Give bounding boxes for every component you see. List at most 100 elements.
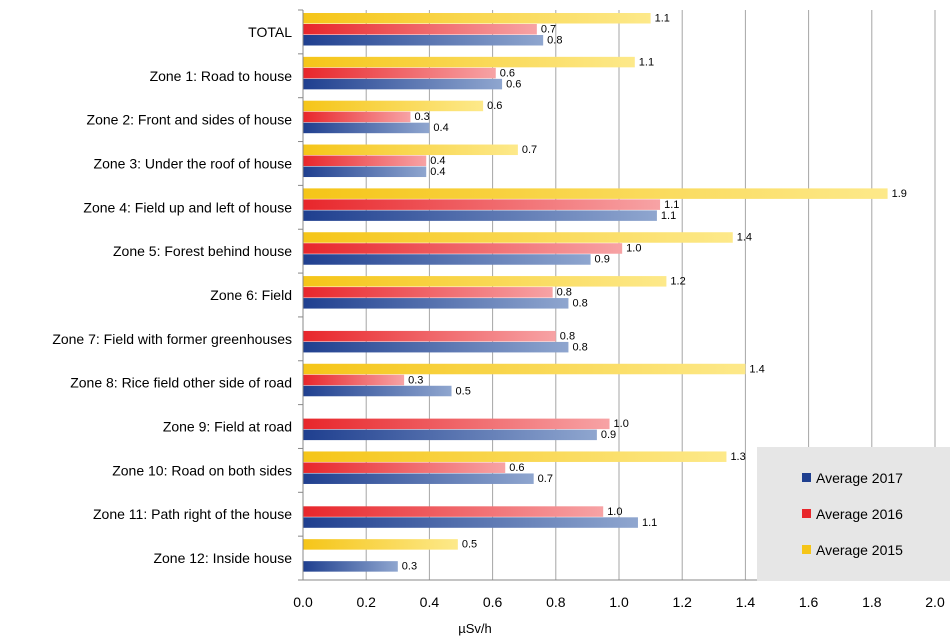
- x-axis-title: µSv/h: [458, 621, 492, 636]
- bar-average-2016-7: [303, 330, 556, 342]
- bar-average-2016-3: [303, 155, 427, 167]
- value-label-average-2017-1: 0.6: [506, 78, 521, 90]
- x-tick-label-0-2: 0.2: [356, 594, 376, 610]
- x-tick-label-2-0: 2.0: [925, 594, 945, 610]
- bar-average-2017-8: [303, 385, 452, 397]
- bar-average-2017-11: [303, 517, 638, 528]
- category-label-2: Zone 2: Front and sides of house: [87, 112, 293, 128]
- category-label-9: Zone 9: Field at road: [163, 419, 292, 435]
- value-label-average-2015-4: 1.9: [892, 188, 907, 200]
- value-label-average-2017-7: 0.8: [572, 341, 587, 353]
- legend-label-average-2015: Average 2015: [816, 542, 903, 558]
- bar-average-2015-6: [303, 276, 667, 287]
- x-tick-label-1-2: 1.2: [672, 594, 692, 610]
- bar-average-2016-6: [303, 287, 553, 298]
- bar-average-2017-3: [303, 166, 427, 178]
- value-label-average-2017-0: 0.8: [547, 35, 562, 47]
- bar-average-2016-5: [303, 243, 623, 254]
- bar-average-2016-1: [303, 67, 496, 79]
- value-label-average-2015-5: 1.4: [737, 232, 752, 244]
- x-tick-label-1-0: 1.0: [609, 594, 629, 610]
- value-label-average-2017-5: 0.9: [595, 254, 610, 266]
- x-tick-label-0-8: 0.8: [546, 594, 566, 610]
- value-label-average-2017-12: 0.3: [402, 561, 417, 573]
- value-label-average-2017-3: 0.4: [430, 166, 445, 178]
- legend-box: [757, 447, 950, 581]
- category-label-11: Zone 11: Path right of the house: [93, 506, 292, 522]
- value-label-average-2017-8: 0.5: [456, 385, 471, 397]
- value-label-average-2015-12: 0.5: [462, 539, 477, 551]
- value-label-average-2016-1: 0.6: [500, 67, 515, 79]
- bar-average-2015-0: [303, 13, 651, 24]
- category-label-4: Zone 4: Field up and left of house: [83, 199, 292, 215]
- bar-average-2015-4: [303, 188, 888, 199]
- x-tick-label-1-4: 1.4: [736, 594, 756, 610]
- bar-average-2015-2: [303, 100, 484, 112]
- tick-labels: 0.0 0.2 0.4 0.6 0.8 1.0 1.2 1.4 1.6 1.8 2.0: [293, 594, 945, 610]
- x-tick-label-0-0: 0.0: [293, 594, 313, 610]
- bar-average-2015-1: [303, 56, 635, 68]
- bar-average-2015-10: [303, 451, 727, 462]
- value-label-average-2016-2: 0.3: [414, 111, 429, 123]
- value-label-average-2017-4: 1.1: [661, 210, 676, 222]
- legend: Average 2017 Average 2016 Average 2015: [757, 447, 950, 581]
- legend-label-average-2017: Average 2017: [816, 470, 903, 486]
- bar-average-2017-4: [303, 210, 657, 221]
- bar-average-2017-9: [303, 429, 597, 441]
- bar-average-2017-0: [303, 35, 544, 46]
- bar-average-2016-2: [303, 111, 411, 123]
- bar-average-2017-5: [303, 254, 591, 265]
- bars: 1.10.70.81.10.60.60.60.30.40.70.40.41.91…: [303, 13, 907, 573]
- value-label-average-2016-5: 1.0: [626, 243, 641, 255]
- value-label-average-2016-3: 0.4: [430, 155, 445, 167]
- category-label-0: TOTAL: [248, 24, 292, 40]
- bar-average-2017-6: [303, 298, 569, 309]
- category-label-5: Zone 5: Forest behind house: [113, 243, 292, 259]
- value-label-average-2015-8: 1.4: [749, 363, 764, 375]
- value-label-average-2016-8: 0.3: [408, 374, 423, 386]
- category-label-3: Zone 3: Under the roof of house: [94, 155, 293, 171]
- bar-average-2017-1: [303, 78, 503, 90]
- bar-average-2017-10: [303, 473, 534, 484]
- value-label-average-2016-6: 0.8: [557, 287, 572, 299]
- value-label-average-2016-9: 1.0: [614, 418, 629, 430]
- value-label-average-2015-6: 1.2: [670, 276, 685, 288]
- bar-average-2015-12: [303, 539, 458, 550]
- category-label-1: Zone 1: Road to house: [150, 68, 293, 84]
- x-tick-label-0-6: 0.6: [483, 594, 503, 610]
- category-labels: TOTAL Zone 1: Road to house Zone 2: Front …: [52, 24, 292, 566]
- value-label-average-2017-10: 0.7: [538, 473, 553, 485]
- value-label-average-2016-11: 1.0: [607, 506, 622, 518]
- value-label-average-2015-2: 0.6: [487, 100, 502, 112]
- category-label-8: Zone 8: Rice field other side of road: [70, 375, 292, 391]
- category-label-10: Zone 10: Road on both sides: [112, 462, 292, 478]
- x-tick-label-1-8: 1.8: [862, 594, 882, 610]
- bar-average-2016-8: [303, 374, 405, 386]
- value-label-average-2016-0: 0.7: [541, 24, 556, 36]
- legend-swatch-average-2017: [802, 473, 811, 482]
- bar-average-2015-5: [303, 232, 733, 243]
- value-label-average-2016-4: 1.1: [664, 199, 679, 211]
- value-label-average-2015-0: 1.1: [655, 13, 670, 25]
- bar-average-2016-9: [303, 418, 610, 430]
- value-label-average-2016-7: 0.8: [560, 330, 575, 342]
- bar-average-2015-8: [303, 363, 746, 375]
- value-label-average-2017-2: 0.4: [433, 122, 448, 134]
- category-label-12: Zone 12: Inside house: [153, 550, 292, 566]
- bar-average-2017-12: [303, 561, 398, 572]
- bar-average-2017-2: [303, 122, 430, 134]
- value-label-average-2015-1: 1.1: [639, 56, 654, 68]
- bar-average-2016-4: [303, 199, 661, 210]
- value-label-average-2015-10: 1.3: [730, 451, 745, 463]
- x-tick-label-1-6: 1.6: [799, 594, 819, 610]
- bar-average-2016-11: [303, 506, 604, 517]
- bar-average-2016-10: [303, 462, 506, 473]
- bar-average-2015-3: [303, 144, 518, 156]
- value-label-average-2017-6: 0.8: [572, 298, 587, 310]
- value-label-average-2016-10: 0.6: [509, 462, 524, 474]
- category-label-6: Zone 6: Field: [210, 287, 292, 303]
- legend-label-average-2016: Average 2016: [816, 506, 903, 522]
- value-label-average-2015-3: 0.7: [522, 144, 537, 156]
- value-label-average-2017-9: 0.9: [601, 429, 616, 441]
